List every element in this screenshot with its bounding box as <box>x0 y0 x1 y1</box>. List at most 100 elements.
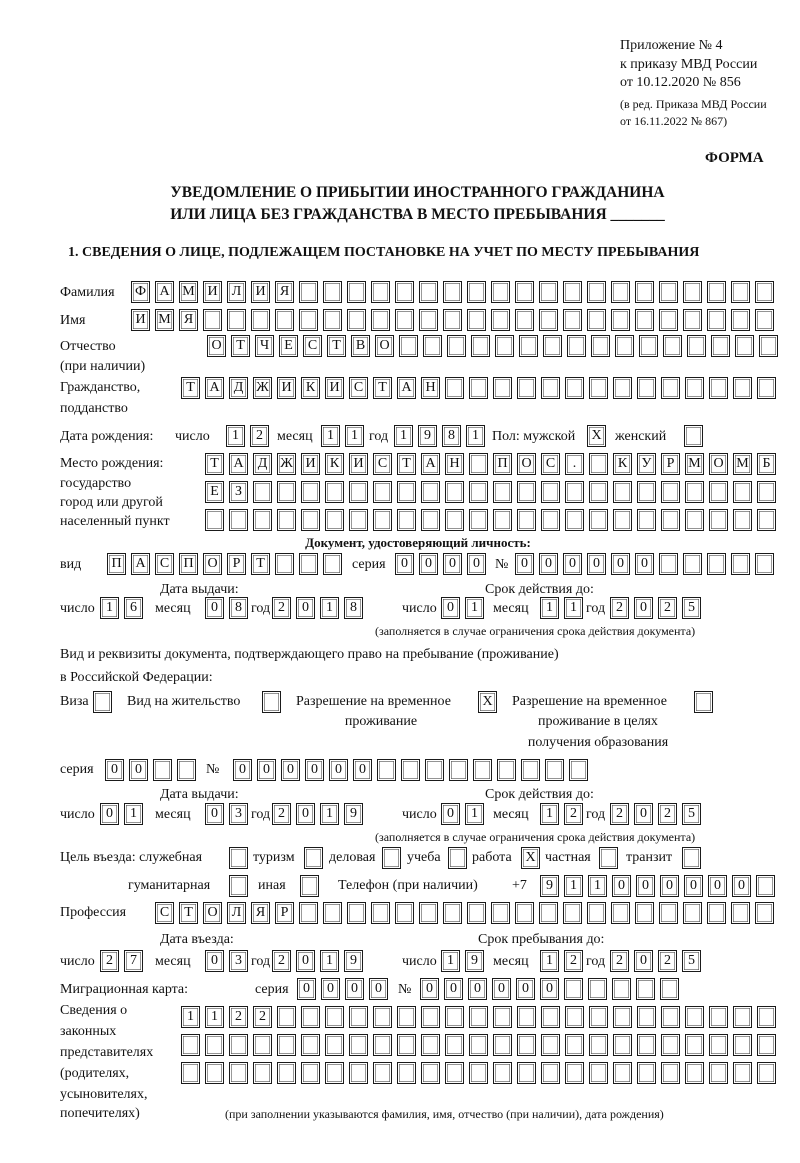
char-box[interactable]: 0 <box>281 759 300 781</box>
char-box[interactable] <box>589 509 608 531</box>
char-box[interactable] <box>707 281 726 303</box>
char-box[interactable]: 0 <box>634 597 653 619</box>
char-box[interactable] <box>301 1034 320 1056</box>
char-box[interactable]: Т <box>205 453 224 475</box>
char-box[interactable] <box>709 1062 728 1084</box>
char-box[interactable] <box>253 481 272 503</box>
char-box[interactable]: 7 <box>124 950 143 972</box>
char-box[interactable] <box>229 875 248 897</box>
char-box[interactable] <box>349 1062 368 1084</box>
purpose-business-checkbox[interactable] <box>382 847 401 869</box>
char-box[interactable] <box>659 281 678 303</box>
char-box[interactable] <box>325 1034 344 1056</box>
char-box[interactable] <box>591 335 610 357</box>
char-box[interactable] <box>419 902 438 924</box>
char-box[interactable] <box>687 335 706 357</box>
char-box[interactable]: 0 <box>329 759 348 781</box>
char-box[interactable]: 0 <box>296 803 315 825</box>
char-box[interactable] <box>709 509 728 531</box>
char-box[interactable] <box>467 281 486 303</box>
char-box[interactable] <box>275 309 294 331</box>
char-box[interactable]: 0 <box>419 553 438 575</box>
char-box[interactable]: 1 <box>320 803 339 825</box>
char-box[interactable] <box>277 481 296 503</box>
char-box[interactable] <box>589 1006 608 1028</box>
char-box[interactable]: 1 <box>441 950 460 972</box>
char-box[interactable] <box>661 377 680 399</box>
char-box[interactable]: 1 <box>394 425 413 447</box>
char-box[interactable] <box>445 481 464 503</box>
char-box[interactable] <box>541 1034 560 1056</box>
char-box[interactable] <box>469 481 488 503</box>
char-box[interactable]: 0 <box>468 978 487 1000</box>
char-box[interactable] <box>757 377 776 399</box>
char-box[interactable]: О <box>207 335 226 357</box>
char-box[interactable]: С <box>373 453 392 475</box>
char-box[interactable]: В <box>351 335 370 357</box>
char-box[interactable] <box>299 902 318 924</box>
char-box[interactable] <box>349 509 368 531</box>
char-box[interactable]: 2 <box>250 425 269 447</box>
char-box[interactable]: 0 <box>516 978 535 1000</box>
char-box[interactable]: 0 <box>205 950 224 972</box>
char-box[interactable] <box>181 1062 200 1084</box>
char-box[interactable]: 6 <box>124 597 143 619</box>
char-box[interactable] <box>587 902 606 924</box>
char-box[interactable]: И <box>325 377 344 399</box>
char-box[interactable] <box>517 509 536 531</box>
char-box[interactable] <box>277 509 296 531</box>
char-box[interactable] <box>349 1034 368 1056</box>
residence-checkbox[interactable] <box>262 691 281 713</box>
char-box[interactable] <box>615 335 634 357</box>
char-box[interactable]: О <box>203 902 222 924</box>
char-box[interactable]: Т <box>179 902 198 924</box>
char-box[interactable]: 1 <box>540 597 559 619</box>
char-box[interactable] <box>661 1034 680 1056</box>
purpose-humanitarian-checkbox[interactable] <box>229 875 248 897</box>
char-box[interactable] <box>491 309 510 331</box>
purpose-tourism-checkbox[interactable] <box>304 847 323 869</box>
char-box[interactable]: А <box>397 377 416 399</box>
purpose-other-checkbox[interactable] <box>300 875 319 897</box>
char-box[interactable] <box>397 481 416 503</box>
char-box[interactable] <box>347 281 366 303</box>
char-box[interactable]: 0 <box>369 978 388 1000</box>
char-box[interactable]: Я <box>275 281 294 303</box>
char-box[interactable]: Р <box>275 902 294 924</box>
char-box[interactable]: 0 <box>635 553 654 575</box>
char-box[interactable] <box>635 309 654 331</box>
char-box[interactable] <box>709 1034 728 1056</box>
char-box[interactable] <box>493 377 512 399</box>
char-box[interactable]: П <box>107 553 126 575</box>
char-box[interactable]: 1 <box>465 597 484 619</box>
char-box[interactable] <box>515 902 534 924</box>
char-box[interactable] <box>395 281 414 303</box>
char-box[interactable] <box>661 509 680 531</box>
char-box[interactable] <box>277 1062 296 1084</box>
char-box[interactable] <box>563 902 582 924</box>
char-box[interactable] <box>445 1034 464 1056</box>
char-box[interactable] <box>683 281 702 303</box>
birthplace-field-3[interactable] <box>205 509 776 531</box>
char-box[interactable] <box>541 377 560 399</box>
char-box[interactable]: А <box>205 377 224 399</box>
char-box[interactable] <box>177 759 196 781</box>
char-box[interactable] <box>637 1034 656 1056</box>
char-box[interactable] <box>735 335 754 357</box>
char-box[interactable] <box>587 309 606 331</box>
char-box[interactable]: М <box>685 453 704 475</box>
char-box[interactable] <box>707 309 726 331</box>
char-box[interactable]: 0 <box>233 759 252 781</box>
char-box[interactable]: 0 <box>515 553 534 575</box>
char-box[interactable]: 0 <box>612 875 631 897</box>
char-box[interactable]: 0 <box>467 553 486 575</box>
char-box[interactable] <box>325 481 344 503</box>
char-box[interactable] <box>347 309 366 331</box>
char-box[interactable]: 2 <box>253 1006 272 1028</box>
char-box[interactable] <box>421 481 440 503</box>
